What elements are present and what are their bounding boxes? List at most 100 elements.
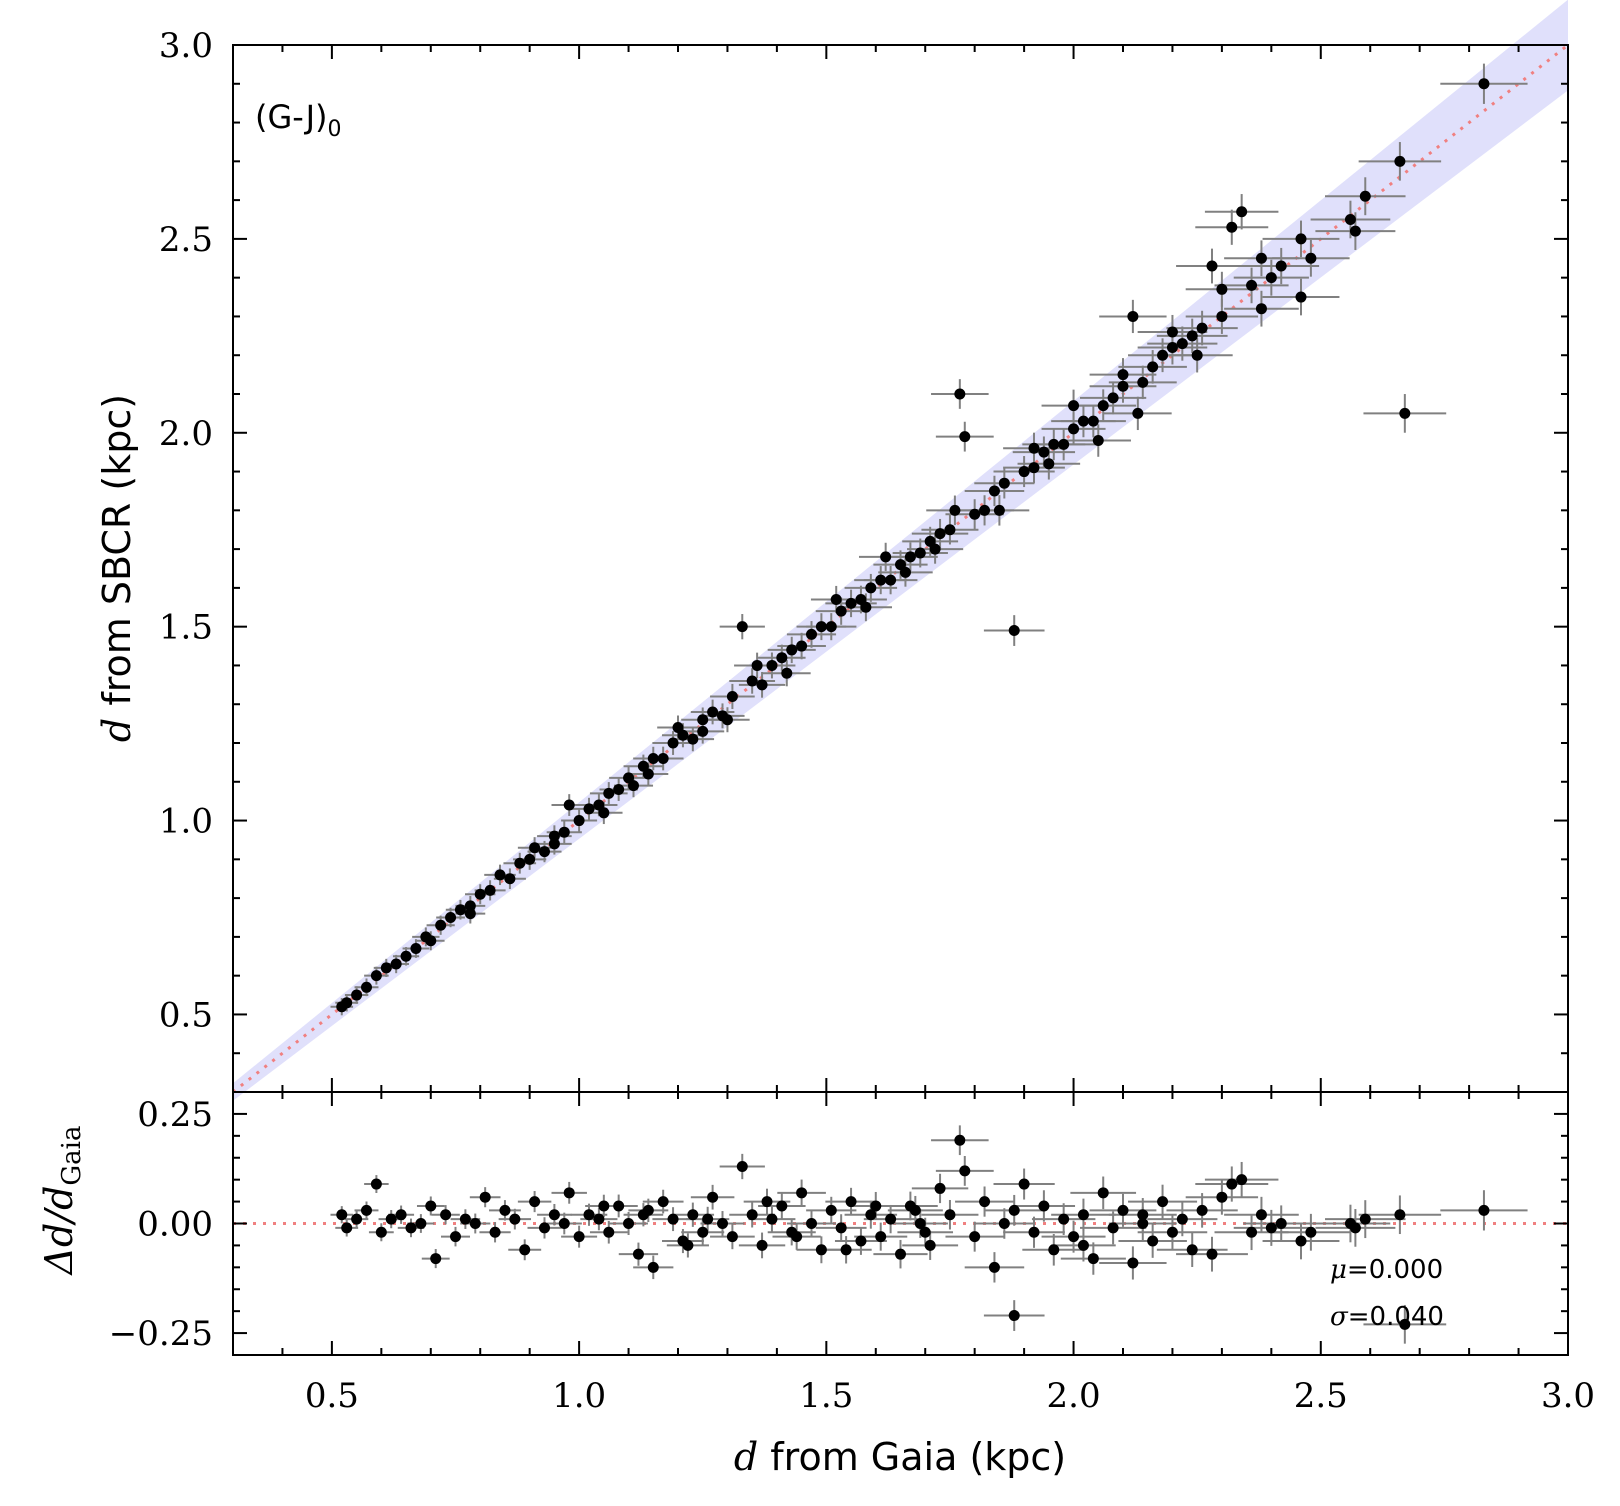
data-point (632, 1248, 644, 1260)
y-tick-label: 2.5 (159, 220, 213, 260)
y-tick-label: 1.5 (159, 608, 213, 648)
data-point (736, 621, 748, 633)
data-point (464, 908, 476, 920)
data-point (628, 780, 639, 792)
data-point (949, 504, 961, 516)
data-point (815, 1244, 827, 1256)
data-point (440, 1209, 452, 1221)
main-ticks: 0.5 1.0 1.5 2.0 2.5 3.0 (159, 26, 1569, 1093)
data-point (1028, 442, 1040, 454)
mu-annotation: μ=0.000 (1330, 1255, 1443, 1285)
data-point (1127, 310, 1139, 322)
data-point (736, 1161, 748, 1173)
data-point (395, 1209, 407, 1221)
data-point (539, 846, 550, 858)
data-point (1295, 233, 1307, 245)
data-point (1186, 1244, 1198, 1256)
data-point (776, 1200, 788, 1212)
data-point (909, 1204, 921, 1216)
y-tick-label: 1.0 (159, 802, 213, 842)
data-point (1077, 1209, 1089, 1221)
data-point (1186, 330, 1198, 342)
y-tick-label: 0.00 (137, 1205, 213, 1245)
data-point (766, 1213, 778, 1225)
data-point (993, 504, 1005, 516)
data-point (1077, 1239, 1089, 1251)
data-point (899, 566, 911, 578)
data-point (702, 1213, 714, 1225)
data-point (593, 1213, 605, 1225)
data-point (603, 787, 615, 799)
x-axis-var: d (734, 1435, 758, 1479)
data-point (415, 1218, 427, 1229)
data-point (539, 1222, 550, 1234)
data-point (855, 1235, 867, 1247)
data-point (1166, 1226, 1178, 1238)
data-point (647, 1261, 659, 1273)
data-point (657, 753, 669, 765)
data-point (1191, 349, 1203, 361)
data-point (1043, 458, 1055, 470)
mu-symbol: μ (1330, 1255, 1347, 1285)
data-point (464, 900, 476, 912)
data-point (1478, 1204, 1490, 1216)
data-point (845, 1196, 857, 1208)
data-point (880, 551, 892, 563)
data-point (781, 667, 793, 679)
data-point (637, 1209, 649, 1221)
data-point (717, 1218, 728, 1229)
data-point (1018, 1178, 1030, 1190)
data-point (435, 919, 447, 931)
data-point (1068, 400, 1080, 412)
data-point (1196, 322, 1208, 334)
data-point (840, 1244, 852, 1256)
data-point (504, 873, 516, 885)
data-point (1028, 462, 1040, 474)
y-tick-label: −0.25 (109, 1314, 213, 1354)
data-point (682, 1239, 694, 1251)
data-point (697, 714, 709, 726)
main-panel: 0.5 1.0 1.5 2.0 2.5 3.0 (G-J)0 d from SBCR (k… (95, 0, 1569, 1101)
data-point (806, 1218, 817, 1229)
data-point (885, 574, 897, 586)
data-point (514, 857, 526, 869)
data-point (1255, 303, 1267, 315)
data-point (1399, 1318, 1411, 1330)
data-point (1344, 214, 1356, 225)
data-point (1206, 260, 1218, 272)
data-point (425, 1200, 437, 1212)
data-point (1117, 1204, 1129, 1216)
data-point (548, 830, 560, 842)
data-point (583, 1209, 595, 1221)
data-point (969, 508, 981, 520)
data-point (1068, 423, 1080, 435)
data-point (1265, 272, 1277, 284)
data-point (1359, 190, 1371, 202)
data-point (1127, 1257, 1139, 1269)
data-point (494, 869, 506, 881)
data-point (341, 997, 353, 1009)
residual-points (336, 1134, 1490, 1330)
data-point (1157, 349, 1169, 361)
data-point (1048, 1244, 1060, 1256)
data-point (642, 768, 654, 780)
data-point (405, 1222, 417, 1234)
data-point (1305, 252, 1317, 264)
data-point (1147, 361, 1159, 373)
data-point (1206, 1248, 1218, 1260)
data-point (919, 1226, 931, 1238)
data-point (603, 1226, 615, 1238)
data-point (1246, 279, 1258, 291)
y-tick-label: 3.0 (159, 26, 213, 66)
data-point (529, 1196, 541, 1208)
data-point (959, 1165, 971, 1177)
sigma-annotation: σ=0.040 (1330, 1302, 1444, 1332)
y-tick-label: 0.25 (137, 1095, 213, 1135)
data-point (613, 1200, 625, 1212)
data-point (1349, 1222, 1361, 1234)
data-point (806, 628, 817, 640)
data-point (1255, 252, 1267, 264)
data-point (979, 1196, 991, 1208)
data-point (726, 1231, 738, 1243)
data-point (425, 935, 437, 947)
